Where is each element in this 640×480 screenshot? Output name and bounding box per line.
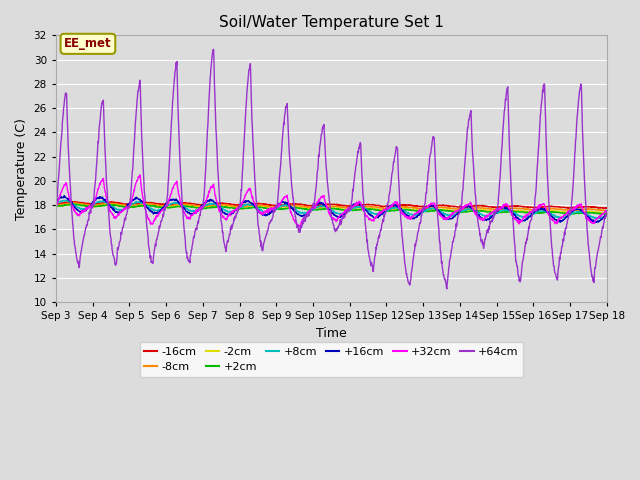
Legend: -16cm, -8cm, -2cm, +2cm, +8cm, +16cm, +32cm, +64cm: -16cm, -8cm, -2cm, +2cm, +8cm, +16cm, +3…: [140, 342, 523, 376]
Title: Soil/Water Temperature Set 1: Soil/Water Temperature Set 1: [219, 15, 444, 30]
Y-axis label: Temperature (C): Temperature (C): [15, 118, 28, 220]
X-axis label: Time: Time: [316, 327, 347, 340]
Text: EE_met: EE_met: [64, 37, 112, 50]
